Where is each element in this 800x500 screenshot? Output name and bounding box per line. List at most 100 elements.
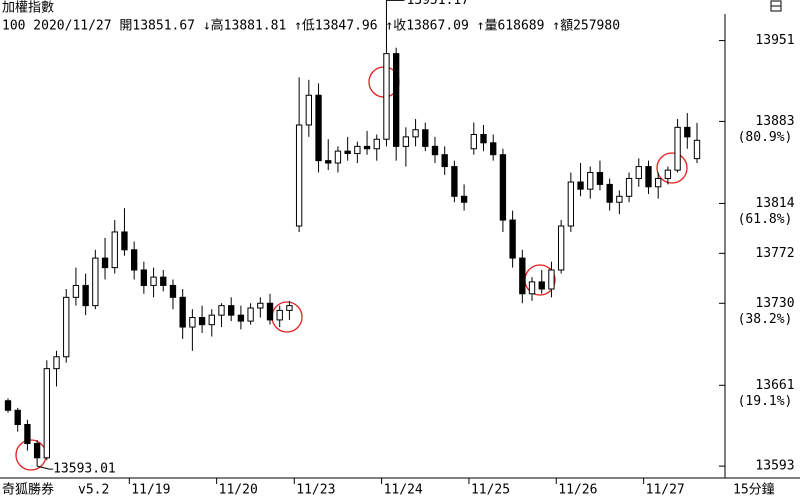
candle-body — [257, 302, 264, 309]
candle-body — [189, 317, 196, 328]
candle-body — [101, 257, 109, 269]
candle-body — [499, 154, 507, 221]
fib-label: (38.2%) — [738, 312, 793, 327]
x-tick-label: 11/24 — [384, 483, 423, 498]
candle-body — [140, 269, 148, 286]
candle-body — [228, 305, 235, 316]
low-pointer — [36, 465, 54, 470]
candle-body — [33, 443, 41, 459]
x-tick-label: 11/27 — [646, 483, 685, 498]
candle-body — [72, 284, 80, 298]
candle-body — [538, 281, 545, 290]
x-tick-label: 11/20 — [219, 483, 258, 498]
y-tick-label: 13772 — [755, 246, 794, 261]
candle-body — [53, 356, 60, 370]
candle-body — [684, 126, 691, 138]
candle-body — [674, 126, 681, 171]
candle-body — [160, 276, 167, 286]
candle-body — [548, 269, 555, 290]
highlight-circle — [656, 152, 688, 184]
y-tick-label: 13814 — [755, 196, 794, 211]
candle-body — [693, 139, 701, 160]
candle-body — [655, 177, 662, 188]
candle-body — [402, 136, 410, 147]
candle-body — [266, 302, 274, 321]
candle-body — [198, 317, 206, 326]
candle-body — [635, 166, 642, 179]
low-annotation: 13593.01 — [53, 462, 116, 477]
candle-body — [208, 314, 215, 326]
y-tick-label: 13730 — [755, 296, 794, 311]
candle-body — [150, 276, 157, 286]
high-pointer — [385, 0, 405, 41]
candle-body — [169, 284, 177, 298]
fib-label: (80.9%) — [738, 130, 793, 145]
candle-body — [616, 195, 623, 203]
candle-body — [606, 183, 613, 203]
candle-body — [441, 154, 448, 168]
candle-body — [509, 219, 516, 259]
candle-body — [393, 53, 400, 147]
candle-body — [528, 281, 536, 295]
candle-body — [63, 296, 70, 358]
candle-body — [557, 225, 565, 271]
candle-body — [43, 368, 50, 459]
x-tick-label: 11/26 — [558, 483, 597, 498]
candle-body — [82, 284, 89, 307]
quote-info: 100 2020/11/27 開13851.67 ↓高13881.81 ↑低13… — [2, 18, 620, 34]
candle-body — [451, 166, 458, 197]
candle-body — [645, 166, 652, 188]
candle-body — [14, 409, 21, 426]
candle-body — [92, 257, 99, 307]
y-tick-label: 13883 — [755, 114, 794, 129]
candle-body — [363, 145, 371, 150]
candle-body — [218, 305, 225, 316]
candle-body — [470, 133, 477, 150]
candle-body — [247, 307, 254, 322]
candle-body — [237, 314, 245, 322]
candle-body — [325, 160, 332, 164]
period: 15分鐘 — [733, 482, 775, 498]
x-tick-label: 11/23 — [296, 483, 335, 498]
chart-title: 加權指數 — [2, 1, 54, 16]
candle-body — [422, 129, 429, 147]
candle-body — [625, 177, 633, 197]
candle-body — [412, 129, 419, 138]
candle-body — [179, 296, 186, 328]
candle-body — [490, 142, 497, 156]
candle-body — [315, 94, 322, 162]
candle-body — [121, 231, 128, 251]
candle-body — [577, 181, 584, 190]
candle-body — [344, 150, 351, 155]
candle-body — [354, 145, 361, 155]
brand: 奇狐勝券 — [2, 482, 54, 498]
fib-label: (19.1%) — [738, 394, 793, 409]
candle-body — [334, 150, 342, 164]
candle-body — [431, 145, 439, 156]
x-tick-label: 11/25 — [471, 483, 510, 498]
candle-body — [130, 249, 138, 271]
candle-body — [460, 195, 468, 203]
candle-body — [24, 424, 31, 445]
y-tick-label: 13593 — [755, 459, 794, 474]
candle-body — [4, 400, 12, 411]
version: v5.2 — [78, 483, 109, 498]
candle-body — [567, 181, 575, 227]
y-tick-label: 13951 — [755, 33, 794, 48]
candle-body — [305, 94, 312, 126]
candle-body — [664, 169, 672, 179]
candle-body — [596, 172, 604, 185]
candle-body — [383, 53, 390, 140]
candle-body — [373, 138, 380, 150]
x-tick-label: 11/19 — [131, 483, 170, 498]
y-tick-label: 13661 — [755, 378, 794, 393]
candle-body — [286, 305, 293, 311]
candle-body — [519, 257, 526, 295]
candle-body — [276, 309, 283, 321]
candle-body — [480, 133, 487, 144]
high-annotation: 13951.17 — [406, 0, 469, 8]
candle-body — [111, 231, 118, 269]
fib-label: (61.8%) — [738, 212, 793, 227]
